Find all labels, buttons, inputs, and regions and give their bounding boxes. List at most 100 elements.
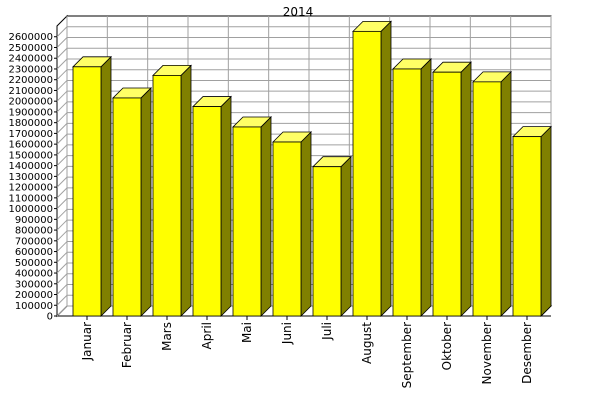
bars [72, 20, 552, 317]
gridline-diag [56, 241, 68, 252]
y-tick-label: 900000 [15, 215, 53, 226]
bar-front [272, 141, 302, 317]
gridline-diag [56, 219, 68, 231]
y-tick-label: 1100000 [8, 193, 53, 204]
bar [72, 55, 112, 317]
gridline-diag [56, 251, 68, 263]
bar-side [180, 64, 192, 317]
bar-side [140, 86, 152, 317]
y-tick-label: 2000000 [8, 97, 53, 108]
y-tick-label: 700000 [15, 236, 53, 247]
x-tick-label: November [480, 322, 494, 384]
bar [472, 70, 512, 317]
gridline-diag [56, 294, 68, 306]
bar-side [260, 115, 272, 317]
y-tick-label: 300000 [15, 279, 53, 290]
gridline-diag [56, 155, 68, 166]
y-tick-label: 2400000 [8, 54, 53, 65]
bar-side [420, 57, 432, 317]
x-tick-label: Mars [160, 322, 174, 351]
bar-front [152, 75, 182, 317]
bar-side [300, 131, 312, 317]
bar-front [192, 106, 222, 317]
gridline-diag [56, 230, 68, 242]
gridline-diag [56, 133, 68, 145]
y-tick-label: 1900000 [8, 107, 53, 118]
x-tick-label: April [200, 322, 214, 349]
y-tick-label: 2100000 [8, 86, 53, 97]
bar-side [380, 20, 392, 317]
bar-front [512, 136, 542, 317]
gridline-diag [56, 101, 68, 113]
bar-front [312, 166, 342, 317]
bar-front [432, 71, 462, 317]
y-tick-label: 1500000 [8, 150, 53, 161]
y-tick-label: 1400000 [8, 161, 53, 172]
gridline-diag [56, 47, 68, 59]
x-tick-label: Juli [320, 322, 334, 341]
y-tick-label: 1800000 [8, 118, 53, 129]
bar-side [460, 61, 472, 317]
y-tick-label: 100000 [15, 301, 53, 312]
gridline-diag [56, 26, 68, 38]
gridline-diag [56, 69, 68, 81]
gridline-diag [56, 37, 68, 48]
bar [272, 131, 312, 317]
x-tick-label: August [360, 322, 374, 364]
gridline-diag [56, 187, 68, 199]
gridline-diag [56, 273, 68, 285]
x-axis-ticks: Januar Februar Mars April Mai Juni Juli August S… [80, 316, 534, 388]
y-tick-label: 2500000 [8, 43, 53, 54]
bar [432, 61, 472, 317]
gridline-diag [56, 208, 68, 220]
bar-front [392, 68, 422, 317]
y-tick-label: 600000 [15, 247, 53, 258]
x-tick-label: Juni [280, 322, 294, 345]
y-tick-label: 1600000 [8, 140, 53, 151]
y-tick-label: 2200000 [8, 75, 53, 86]
gridline-diag [56, 166, 68, 177]
bar-side [540, 125, 552, 317]
bar-front [112, 97, 142, 317]
bar [152, 64, 192, 317]
bar-front [352, 30, 382, 317]
y-tick-label: 2300000 [8, 64, 53, 75]
bar [512, 125, 552, 317]
bar [312, 155, 352, 317]
bar [392, 57, 432, 317]
bar-side [500, 70, 512, 317]
y-tick-label: 800000 [15, 226, 53, 237]
x-tick-label: Mai [240, 322, 254, 343]
bar [112, 86, 152, 317]
bar-side [220, 95, 232, 317]
y-tick-label: 1000000 [8, 204, 53, 215]
x-tick-label: Desember [520, 322, 534, 384]
gridline-diag [56, 305, 68, 317]
x-tick-label: Januar [80, 322, 94, 361]
x-tick-label: September [400, 322, 414, 388]
gridline-diag [56, 284, 68, 295]
bar-front [472, 81, 502, 317]
bar-front [232, 126, 262, 317]
gridline-diag [56, 112, 68, 124]
x-tick-label: Oktober [440, 322, 454, 370]
y-tick-label: 500000 [15, 258, 53, 269]
bar-side [340, 155, 352, 317]
y-tick-label: 1200000 [8, 183, 53, 194]
y-tick-label: 1700000 [8, 129, 53, 140]
gridline-diag [56, 58, 68, 70]
y-tick-label: 0 [47, 312, 53, 323]
y-tick-label: 400000 [15, 269, 53, 280]
gridline-diag [56, 90, 68, 102]
bar-front [72, 66, 102, 317]
y-tick-label: 200000 [15, 290, 53, 301]
gridline-diag [56, 144, 68, 156]
bar-side [100, 55, 112, 317]
gridline-diag [56, 198, 68, 209]
y-tick-label: 1300000 [8, 172, 53, 183]
gridline-diag [56, 262, 68, 274]
bar [192, 95, 232, 317]
bar [232, 115, 272, 317]
y-axis-ticks: 0100000200000300000400000500000600000700… [8, 32, 57, 323]
